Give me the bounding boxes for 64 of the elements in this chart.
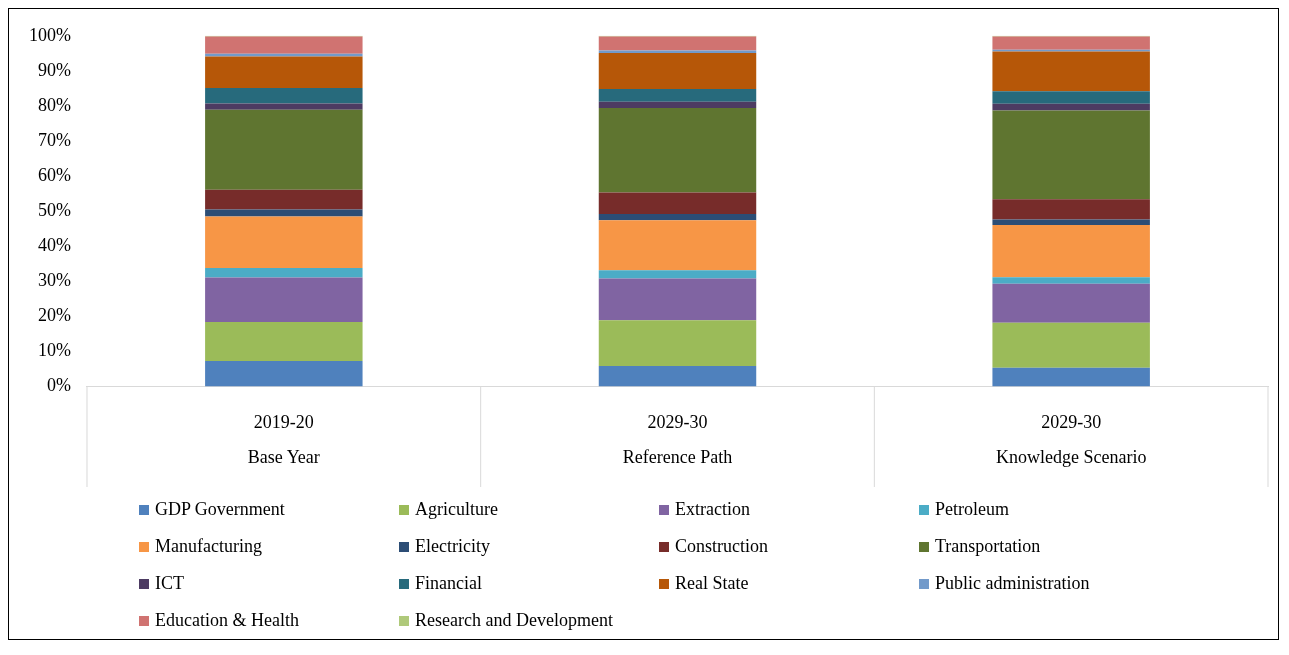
bar <box>598 220 757 271</box>
y-tick-label: 30% <box>37 270 71 291</box>
bar <box>598 365 757 387</box>
bar <box>598 278 757 321</box>
y-tick-label: 80% <box>37 94 71 115</box>
legend-label: Construction <box>675 536 768 557</box>
bar <box>992 219 1150 225</box>
bar <box>992 199 1150 220</box>
bar <box>992 322 1150 368</box>
bar <box>205 109 363 190</box>
x-tick-label: 2029-30 Reference Path <box>622 412 733 467</box>
bar <box>205 209 363 217</box>
bar <box>992 91 1150 104</box>
bar <box>992 51 1150 92</box>
bar <box>205 88 363 104</box>
legend-label: ICT <box>155 573 184 594</box>
legend-label: Extraction <box>675 499 750 520</box>
legend-label: GDP Government <box>155 499 285 520</box>
bar <box>205 277 363 323</box>
bar <box>205 322 363 361</box>
legend-label: Education & Health <box>155 610 299 631</box>
legend-label: Electricity <box>415 536 490 557</box>
y-tick-label: 60% <box>37 164 71 185</box>
legend-label: Research and Development <box>415 610 613 631</box>
bar <box>598 320 757 366</box>
bar <box>992 36 1150 50</box>
legend-label: Real State <box>675 573 749 594</box>
bar <box>992 103 1150 111</box>
legend-label: Public administration <box>935 573 1090 594</box>
legend-label: Financial <box>415 573 482 594</box>
bar <box>992 110 1150 200</box>
bar <box>598 214 757 221</box>
legend-label: Agriculture <box>415 499 498 520</box>
bar <box>598 101 757 109</box>
bar <box>598 89 757 102</box>
bar <box>205 103 363 110</box>
bar <box>598 52 757 90</box>
bar <box>598 192 757 215</box>
bar <box>992 277 1150 284</box>
bar <box>992 224 1150 278</box>
legend-label: Manufacturing <box>155 536 262 557</box>
y-tick-label: 20% <box>37 305 71 326</box>
x-tick-label: 2029-30 Knowledge Scenario <box>995 412 1147 467</box>
bar <box>992 367 1150 387</box>
bar <box>205 360 363 387</box>
x-tick-label: 2019-20 Base Year <box>247 412 320 467</box>
bar <box>205 189 363 210</box>
bar <box>205 36 363 54</box>
y-tick-label: 100% <box>28 24 71 45</box>
y-tick-label: 70% <box>37 129 71 150</box>
y-tick-label: 0% <box>46 375 71 396</box>
y-tick-label: 50% <box>37 199 71 220</box>
bar <box>598 108 757 193</box>
bar <box>992 283 1150 323</box>
legend-label: Petroleum <box>935 499 1009 520</box>
bar <box>598 36 757 51</box>
bar <box>598 270 757 279</box>
bar <box>205 216 363 269</box>
bar <box>205 56 363 89</box>
legend-label: Transportation <box>935 536 1041 557</box>
y-tick-label: 40% <box>37 235 71 256</box>
bar <box>205 268 363 278</box>
y-tick-label: 90% <box>37 59 71 80</box>
y-tick-label: 10% <box>37 340 71 361</box>
